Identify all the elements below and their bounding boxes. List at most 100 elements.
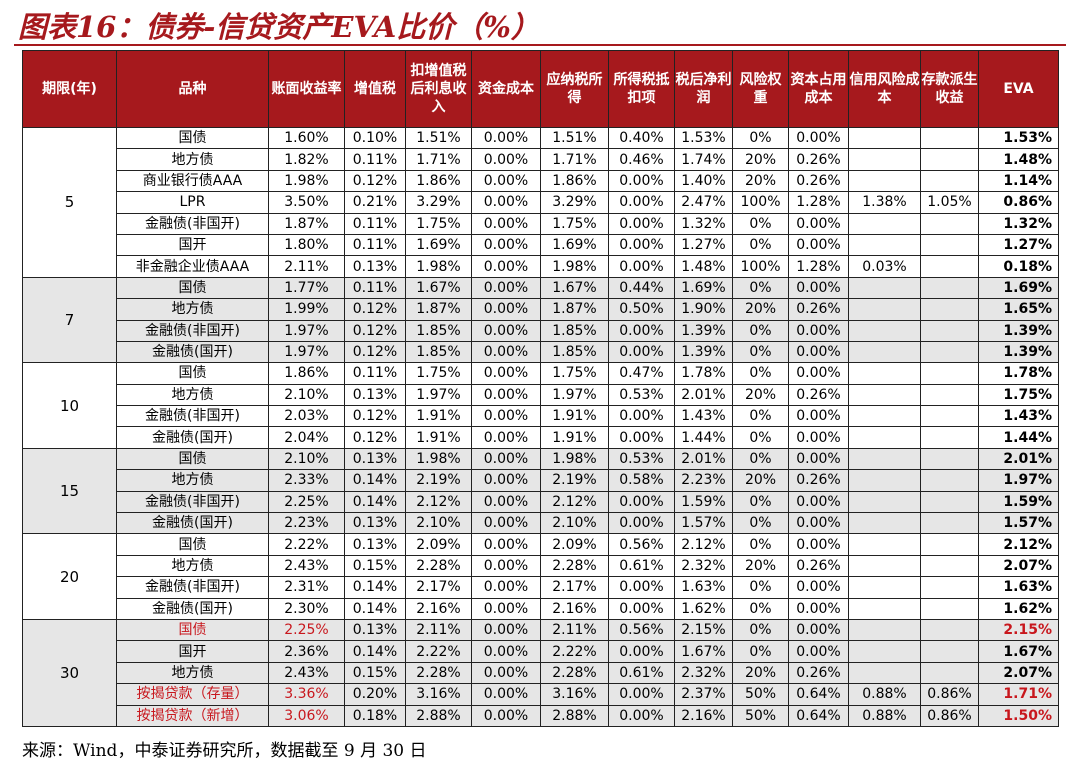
value-cell: 2.31%	[268, 576, 345, 599]
value-cell: 2.11%	[540, 618, 609, 642]
value-cell: 2.03%	[268, 405, 345, 428]
value-cell: 0.00%	[608, 169, 675, 193]
value-cell: 0.00%	[608, 490, 675, 514]
value-cell: 1.53%	[674, 126, 733, 150]
period-cell: 20	[22, 533, 117, 620]
value-cell: 0.86%	[920, 704, 979, 727]
value-cell: 0.00%	[471, 126, 541, 150]
header-row: 期限(年) 品种 账面收益率 增值税 扣增值税后利息收入 资金成本 应纳税所得 所得税抵扣项税…	[22, 50, 1059, 128]
value-cell: 0.00%	[608, 426, 675, 449]
eva-value-cell: 1.44%	[978, 426, 1059, 449]
value-cell: 1.91%	[405, 405, 472, 428]
value-cell: 20%	[732, 554, 789, 578]
eva-value-cell: 2.07%	[978, 554, 1059, 578]
value-cell	[848, 640, 921, 663]
value-cell: 0.58%	[608, 469, 675, 492]
value-cell: 3.29%	[540, 191, 609, 214]
value-cell: 0.11%	[344, 276, 406, 300]
table-row: 地方债 2.10% 0.13% 1.97% 0.00% 1.97% 0.53% 2.01% 20…	[23, 383, 1059, 407]
value-cell: 2.37%	[674, 683, 733, 706]
value-cell: 1.75%	[405, 362, 472, 385]
value-cell: 0%	[732, 597, 789, 620]
value-cell: 1.77%	[268, 276, 345, 300]
value-cell	[848, 340, 921, 364]
value-cell: 0.10%	[344, 126, 406, 150]
instrument-name-cell: 按揭贷款（存量）	[116, 683, 269, 706]
table-row: 金融债(国开) 2.30% 0.14% 2.16% 0.00% 2.16% 0.00% 1.6…	[23, 597, 1059, 620]
value-cell: 2.17%	[540, 576, 609, 599]
value-cell: 2.28%	[540, 661, 609, 685]
value-cell	[920, 447, 979, 471]
value-cell: 0.00%	[788, 340, 849, 364]
value-cell: 1.91%	[405, 426, 472, 449]
value-cell: 1.87%	[540, 298, 609, 321]
value-cell: 2.28%	[540, 554, 609, 578]
value-cell: 0.53%	[608, 447, 675, 471]
value-cell	[920, 340, 979, 364]
table-row: LPR 3.50% 0.21% 3.29% 0.00% 3.29% 0.00% 2.47% 10…	[23, 191, 1059, 214]
eva-value-cell: 1.43%	[978, 405, 1059, 428]
value-cell: 2.19%	[405, 469, 472, 492]
eva-value-cell: 1.48%	[978, 148, 1059, 171]
value-cell: 0.88%	[848, 683, 921, 706]
value-cell: 0.00%	[608, 191, 675, 214]
column-header: 信用风险成本	[848, 50, 921, 128]
value-cell: 20%	[732, 169, 789, 193]
value-cell: 2.23%	[674, 469, 733, 492]
table-row: 地方债 2.43% 0.15% 2.28% 0.00% 2.28% 0.61% 2.32% 20…	[23, 554, 1059, 578]
column-header: 应纳税所得	[540, 50, 609, 128]
value-cell: 2.12%	[405, 490, 472, 514]
value-cell: 1.85%	[540, 340, 609, 364]
value-cell: 3.06%	[268, 704, 345, 727]
eva-value-cell: 1.65%	[978, 298, 1059, 321]
value-cell	[848, 276, 921, 300]
value-cell: 0%	[732, 512, 789, 535]
instrument-name-cell: 国开	[116, 233, 269, 257]
value-cell: 1.27%	[674, 233, 733, 257]
value-cell: 2.01%	[674, 383, 733, 407]
value-cell: 1.98%	[540, 255, 609, 278]
value-cell: 2.16%	[540, 597, 609, 620]
eva-value-cell: 2.15%	[978, 618, 1059, 642]
instrument-name-cell: 国债	[116, 618, 269, 642]
value-cell: 0.26%	[788, 469, 849, 492]
table-row: 按揭贷款（新增） 3.06% 0.18% 2.88% 0.00% 2.88% 0.00% 2.…	[23, 704, 1059, 727]
value-cell: 0.00%	[471, 233, 541, 257]
instrument-name-cell: 国开	[116, 640, 269, 663]
value-cell: 2.28%	[405, 554, 472, 578]
value-cell: 1.75%	[540, 362, 609, 385]
value-cell: 0.00%	[788, 426, 849, 449]
value-cell: 0.00%	[471, 383, 541, 407]
value-cell: 0.21%	[344, 191, 406, 214]
value-cell: 1.39%	[674, 340, 733, 364]
value-cell: 2.88%	[405, 704, 472, 727]
value-cell: 0.14%	[344, 576, 406, 599]
instrument-name-cell: 国债	[116, 276, 269, 300]
value-cell: 2.10%	[540, 512, 609, 535]
value-cell: 20%	[732, 148, 789, 171]
table-row: 金融债(非国开) 2.03% 0.12% 1.91% 0.00% 1.91% 0.00% 1.…	[23, 405, 1059, 428]
value-cell: 2.01%	[674, 447, 733, 471]
value-cell	[848, 319, 921, 342]
value-cell: 0.61%	[608, 554, 675, 578]
table-row: 10 国债 1.86% 0.11% 1.75% 0.00% 1.75% 0.47% 1.78% 0…	[22, 362, 1059, 449]
value-cell: 0.03%	[848, 255, 921, 278]
value-cell: 0.14%	[344, 640, 406, 663]
eva-value-cell: 1.71%	[978, 683, 1059, 706]
value-cell: 2.10%	[268, 447, 345, 471]
value-cell: 0.00%	[471, 447, 541, 471]
value-cell	[920, 426, 979, 449]
value-cell: 0%	[732, 426, 789, 449]
value-cell: 0.00%	[471, 597, 541, 620]
eva-value-cell: 0.86%	[978, 191, 1059, 214]
eva-value-cell: 1.67%	[978, 640, 1059, 663]
value-cell: 1.98%	[540, 447, 609, 471]
value-cell: 2.25%	[268, 490, 345, 514]
value-cell: 0.88%	[848, 704, 921, 727]
value-cell: 2.88%	[540, 704, 609, 727]
value-cell: 1.85%	[405, 340, 472, 364]
value-cell	[848, 148, 921, 171]
period-cell: 10	[22, 362, 117, 449]
value-cell: 0.15%	[344, 554, 406, 578]
eva-value-cell: 1.32%	[978, 212, 1059, 235]
